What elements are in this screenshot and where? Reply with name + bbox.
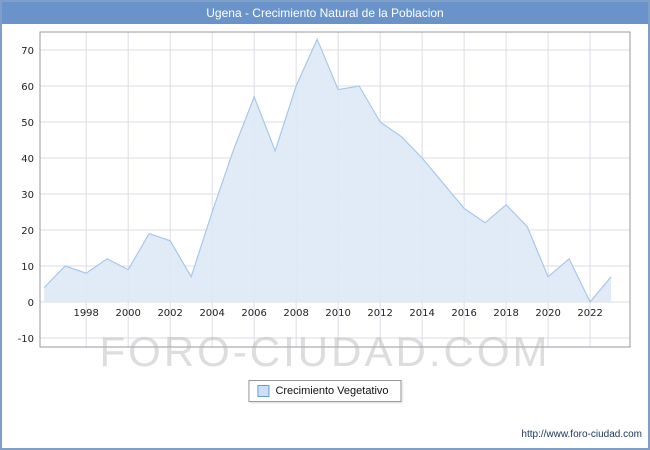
- x-tick-label: 2008: [283, 308, 308, 319]
- x-tick-label: 2022: [577, 308, 602, 319]
- area-chart: -10 0 10 20 30 40 50 60 70 1998 2000 2002 2004 2006 20…: [18, 31, 631, 348]
- footer-url: http://www.foro-ciudad.com: [521, 429, 642, 440]
- y-tick-label: 0: [28, 298, 34, 309]
- x-tick-label: 2016: [451, 308, 476, 319]
- y-tick-label: 10: [21, 262, 34, 273]
- x-tick-label: 2002: [157, 308, 182, 319]
- legend-swatch-icon: [257, 385, 270, 397]
- y-tick-label: 50: [21, 118, 34, 129]
- area-series-line: [43, 37, 612, 304]
- x-tick-label: 2018: [493, 308, 518, 319]
- area-series: [44, 39, 612, 302]
- chart-title: Ugena - Crecimiento Natural de la Poblac…: [2, 2, 648, 24]
- y-tick-label: 30: [21, 190, 34, 201]
- y-tick-label: -10: [18, 334, 34, 345]
- x-tick-label: 2006: [241, 308, 266, 319]
- plot-border: [39, 31, 631, 348]
- y-tick-label: 60: [21, 82, 34, 93]
- x-tick-label: 2012: [367, 308, 392, 319]
- y-tick-label: 20: [21, 226, 34, 237]
- legend-label: Crecimiento Vegetativo: [275, 385, 389, 397]
- x-tick-label: 2004: [199, 308, 224, 319]
- y-tick-label: 40: [21, 154, 34, 165]
- x-tick-label: 2000: [115, 308, 140, 319]
- x-tick-label: 2020: [535, 308, 560, 319]
- y-tick-label: 70: [21, 46, 34, 57]
- x-tick-label: 2014: [409, 308, 434, 319]
- legend: Crecimiento Vegetativo: [248, 380, 402, 402]
- x-tick-label: 2010: [325, 308, 350, 319]
- x-tick-label: 1998: [73, 308, 98, 319]
